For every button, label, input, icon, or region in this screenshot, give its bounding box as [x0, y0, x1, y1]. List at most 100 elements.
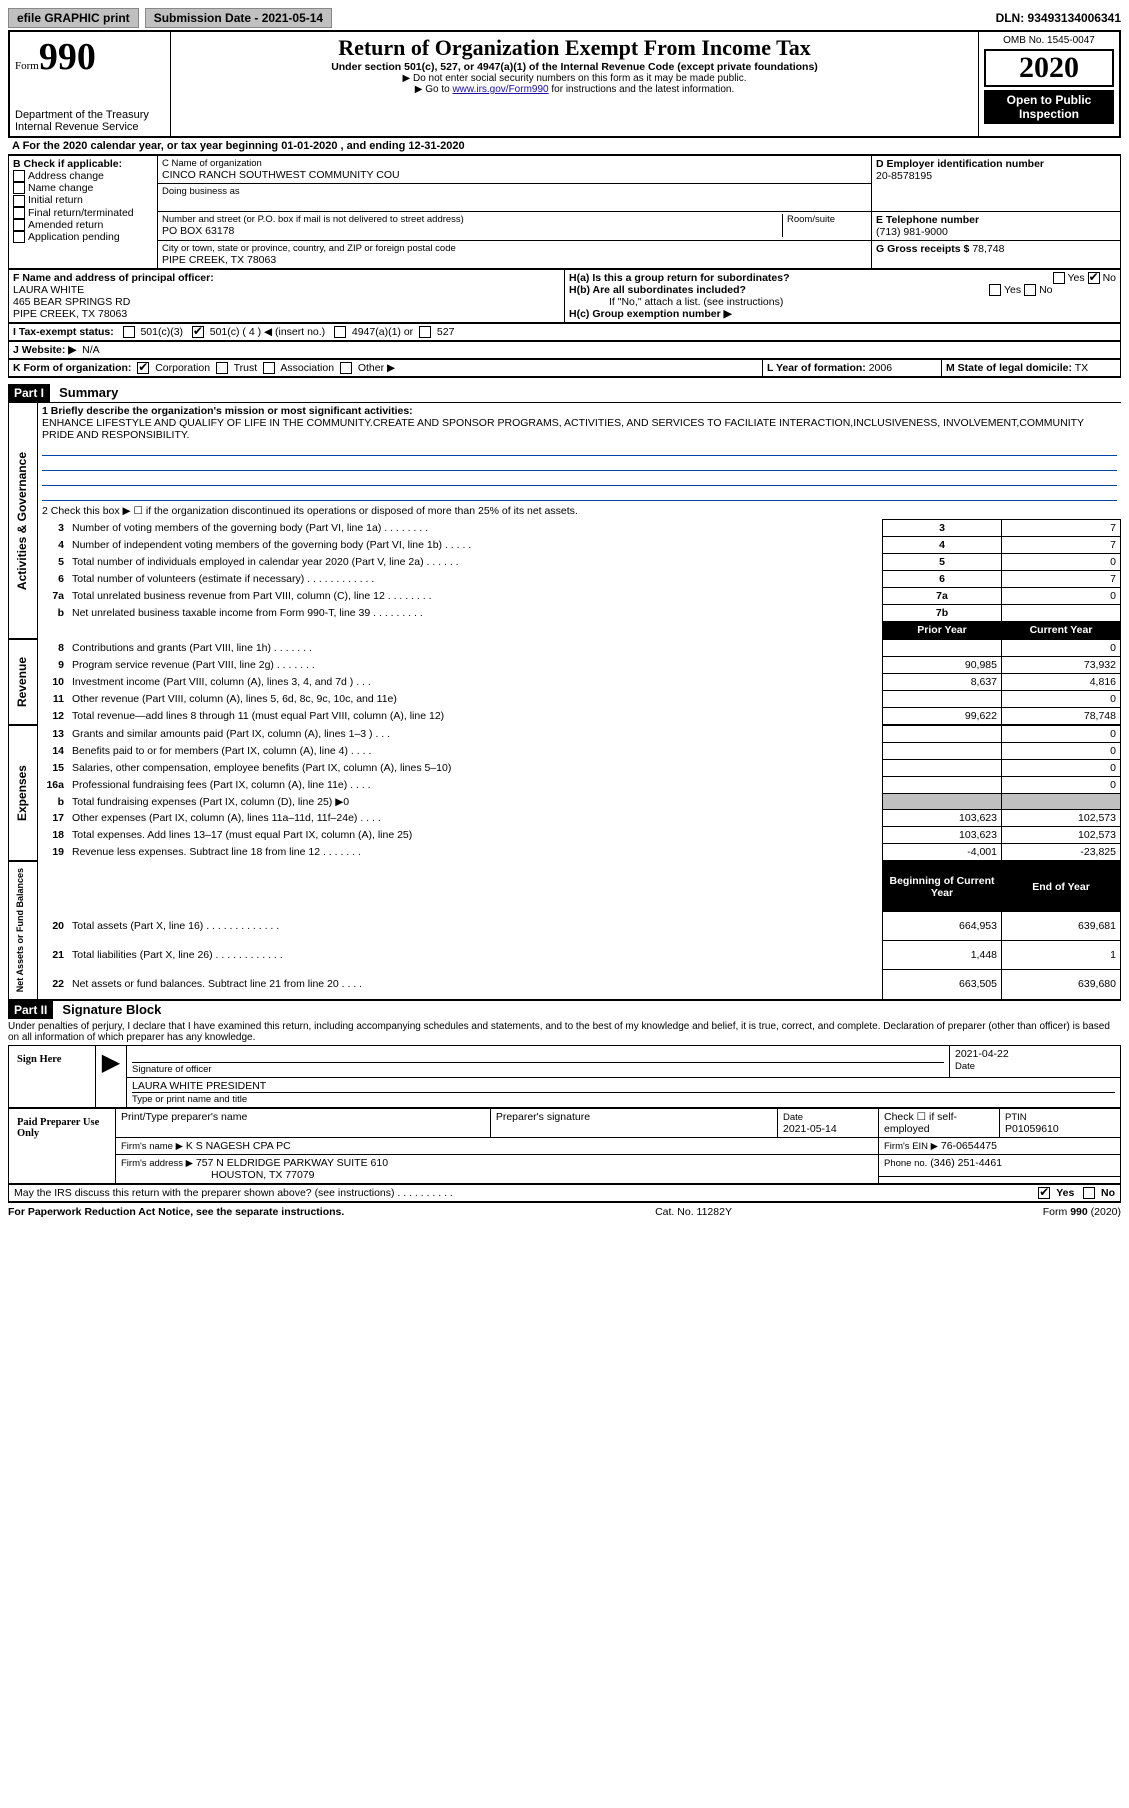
rev-11-n: 11 [38, 691, 69, 708]
i-opt-3: 527 [437, 326, 455, 338]
submission-button[interactable]: Submission Date - 2021-05-14 [145, 8, 332, 28]
sig-line[interactable] [132, 1048, 944, 1063]
k-trust[interactable] [216, 362, 228, 374]
h-a: H(a) Is this a group return for subordin… [569, 272, 1116, 284]
q1-label: 1 Briefly describe the organization's mi… [42, 405, 413, 417]
tax-year: 2020 [984, 49, 1114, 87]
i-527[interactable] [419, 326, 431, 338]
exp-14-p [883, 743, 1002, 760]
footer-mid: Cat. No. 11282Y [655, 1206, 732, 1218]
discuss-no[interactable] [1083, 1187, 1095, 1199]
q1-text: ENHANCE LIFESTYLE AND QUALIFY OF LIFE IN… [42, 417, 1084, 441]
k-assoc[interactable] [263, 362, 275, 374]
exp-15-p [883, 760, 1002, 777]
na-21-p: 1,448 [883, 941, 1002, 970]
h-b: H(b) Are all subordinates included? Yes … [569, 284, 1116, 296]
revenue-table: Revenue 8Contributions and grants (Part … [8, 639, 1121, 725]
na-20-c: 639,681 [1002, 912, 1121, 941]
exp-17-p: 103,623 [883, 810, 1002, 827]
irs-link[interactable]: www.irs.gov/Form990 [452, 84, 548, 95]
rev-8-p [883, 640, 1002, 657]
pp-date-label: Date [783, 1112, 803, 1123]
rev-9-n: 9 [38, 657, 69, 674]
side-expenses: Expenses [13, 761, 31, 825]
b-opt-1: Name change [28, 182, 93, 194]
efile-button[interactable]: efile GRAPHIC print [8, 8, 139, 28]
b-opt-final[interactable]: Final return/terminated [13, 207, 153, 219]
gov-7b-v [1002, 605, 1121, 622]
pp-date: 2021-05-14 [783, 1123, 837, 1135]
rev-10-n: 10 [38, 674, 69, 691]
section-i: I Tax-exempt status: 501(c)(3) 501(c) ( … [8, 323, 1121, 341]
firm-ein-label: Firm's EIN ▶ [884, 1141, 938, 1152]
sign-table: Sign Here ▶ Signature of officer 2021-04… [8, 1045, 1121, 1108]
gov-3-v: 7 [1002, 520, 1121, 537]
firm-name: K S NAGESH CPA PC [186, 1140, 291, 1152]
discuss-yes[interactable] [1038, 1187, 1050, 1199]
part1-table: Activities & Governance 1 Briefly descri… [8, 402, 1121, 639]
exp-15-d: Salaries, other compensation, employee b… [68, 760, 883, 777]
sign-arrow-icon: ▶ [96, 1045, 127, 1107]
part1-badge: Part I [8, 384, 50, 402]
f-label: F Name and address of principal officer: [13, 272, 214, 284]
exp-18-c: 102,573 [1002, 827, 1121, 844]
i-501c3[interactable] [123, 326, 135, 338]
i-501c[interactable] [192, 326, 204, 338]
b-opt-name[interactable]: Name change [13, 182, 153, 194]
hb-yes[interactable] [989, 284, 1001, 296]
pp-selfemp[interactable]: Check ☐ if self-employed [879, 1108, 1000, 1137]
k-opt-3: Other ▶ [358, 362, 395, 374]
k-corp[interactable] [137, 362, 149, 374]
exp-13-c: 0 [1002, 726, 1121, 743]
firm-phone: (346) 251-4461 [930, 1157, 1002, 1169]
rev-9-d: Program service revenue (Part VIII, line… [68, 657, 883, 674]
discuss-text: May the IRS discuss this return with the… [9, 1184, 951, 1202]
na-22-d: Net assets or fund balances. Subtract li… [68, 970, 883, 1000]
b-opt-amended[interactable]: Amended return [13, 219, 153, 231]
b-opt-initial[interactable]: Initial return [13, 194, 153, 206]
k-other[interactable] [340, 362, 352, 374]
dept-label: Department of the Treasury [15, 109, 165, 121]
exp-19-n: 19 [38, 844, 69, 861]
rev-11-d: Other revenue (Part VIII, column (A), li… [68, 691, 883, 708]
note2-post: for instructions and the latest informat… [549, 84, 735, 95]
form-header: Form990 Department of the Treasury Inter… [8, 30, 1121, 137]
note-ssn: ▶ Do not enter social security numbers o… [176, 73, 973, 84]
discuss-yes-text: Yes [1056, 1187, 1074, 1199]
na-21-n: 21 [38, 941, 69, 970]
b-opt-pending[interactable]: Application pending [13, 231, 153, 243]
i-4947[interactable] [334, 326, 346, 338]
b-opt-address[interactable]: Address change [13, 170, 153, 182]
exp-19-c: -23,825 [1002, 844, 1121, 861]
rev-11-c: 0 [1002, 691, 1121, 708]
rev-10-p: 8,637 [883, 674, 1002, 691]
gov-7a-n: 7a [38, 588, 69, 605]
paid-preparer-table: Paid Preparer Use Only Print/Type prepar… [8, 1108, 1121, 1184]
note2-pre: ▶ Go to [415, 84, 453, 95]
no-text: No [1103, 272, 1116, 284]
firm-ein: 76-0654475 [941, 1140, 997, 1152]
ha-no[interactable] [1088, 272, 1100, 284]
form-subtitle: Under section 501(c), 527, or 4947(a)(1)… [176, 61, 973, 73]
rev-9-c: 73,932 [1002, 657, 1121, 674]
hb-label: H(b) Are all subordinates included? [569, 284, 746, 296]
section-f-h: F Name and address of principal officer:… [8, 269, 1121, 323]
l-value: 2006 [869, 362, 892, 374]
gov-3-b: 3 [883, 520, 1002, 537]
ha-yes[interactable] [1053, 272, 1065, 284]
col-current: Current Year [1002, 622, 1121, 639]
hb-no[interactable] [1024, 284, 1036, 296]
d-label: D Employer identification number [876, 158, 1116, 170]
ein-value: 20-8578195 [876, 170, 1116, 182]
exp-18-n: 18 [38, 827, 69, 844]
dln-label: DLN: 93493134006341 [996, 11, 1121, 25]
gov-7b-n: b [38, 605, 69, 622]
gov-7a-b: 7a [883, 588, 1002, 605]
officer-street: 465 BEAR SPRINGS RD [13, 296, 130, 308]
officer-name: LAURA WHITE [13, 284, 84, 296]
gov-6-v: 7 [1002, 571, 1121, 588]
na-21-d: Total liabilities (Part X, line 26) . . … [68, 941, 883, 970]
b-opt-2: Initial return [28, 194, 83, 206]
l-label: L Year of formation: [767, 362, 866, 374]
gov-4-n: 4 [38, 537, 69, 554]
